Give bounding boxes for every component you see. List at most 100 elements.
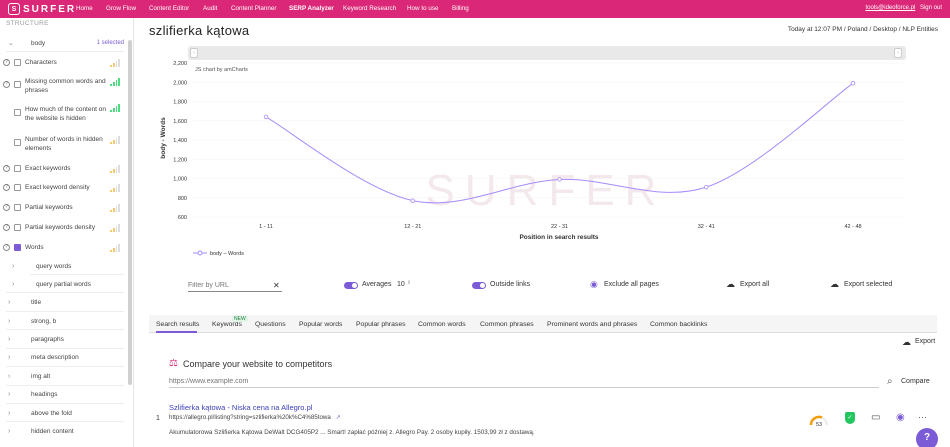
checkbox[interactable]: [14, 165, 21, 172]
competitor-url-input[interactable]: [169, 376, 879, 388]
chevron-right-icon[interactable]: ›: [8, 299, 11, 306]
scroll-handle-right[interactable]: ›: [894, 48, 902, 58]
checkbox[interactable]: [14, 59, 21, 66]
tab-keywords[interactable]: Keywords: [212, 321, 242, 328]
nav-keyword-research[interactable]: Keyword Research: [343, 5, 397, 12]
sidebar-body-row[interactable]: ⌄ body 1 selected: [0, 38, 124, 48]
result-url-text[interactable]: https://allegro.pl/listing?string=szlifi…: [169, 414, 331, 421]
more-options-icon[interactable]: ⋯: [918, 412, 927, 422]
chevron-right-icon[interactable]: ›: [12, 281, 15, 288]
nav-home[interactable]: Home: [76, 5, 93, 12]
compare-button[interactable]: Compare: [901, 378, 930, 385]
help-icon[interactable]: ?: [3, 244, 10, 251]
divider: [6, 403, 124, 404]
sidebar-item-partial-keywords[interactable]: ? Partial keywords: [0, 203, 124, 212]
sidebar-sub-item-query-partial[interactable]: › query partial words: [0, 280, 124, 289]
nav-audit[interactable]: Audit: [203, 5, 218, 12]
exclude-all-button[interactable]: Exclude all pages: [604, 281, 659, 288]
chevron-right-icon[interactable]: ›: [12, 263, 15, 270]
clear-icon[interactable]: ✕: [273, 281, 280, 290]
tab-search-results[interactable]: Search results: [156, 321, 200, 328]
export-button[interactable]: Export: [915, 338, 936, 345]
sidebar-item-hidden-words[interactable]: Number of words in hidden elements: [0, 134, 124, 152]
cloud-upload-icon: ☁: [726, 279, 735, 289]
tab-popular-phrases[interactable]: Popular phrases: [356, 321, 406, 328]
chevron-right-icon[interactable]: ›: [8, 428, 11, 435]
chevron-right-icon[interactable]: ›: [8, 336, 11, 343]
checkbox-checked[interactable]: [14, 244, 21, 251]
comment-icon[interactable]: ▭: [871, 412, 881, 423]
help-icon[interactable]: ?: [3, 204, 10, 211]
nav-serp-analyzer[interactable]: SERP Analyzer: [289, 5, 334, 12]
chevron-right-icon[interactable]: ›: [8, 354, 11, 361]
sidebar-item-partial-density[interactable]: ? Partial keywords density: [0, 223, 124, 232]
averages-value[interactable]: 10: [397, 281, 405, 288]
nav-grow-flow[interactable]: Grow Flow: [106, 5, 137, 12]
checkbox[interactable]: [14, 184, 21, 191]
sign-out-link[interactable]: Sign out: [919, 5, 942, 11]
tab-common-backlinks[interactable]: Common backlinks: [650, 321, 708, 328]
structure-sidebar: STRUCTURE ⌄ body 1 selected ? Characters…: [0, 18, 134, 447]
chevron-right-icon[interactable]: ›: [8, 410, 11, 417]
chart-panel: [149, 45, 937, 304]
sidebar-section-above-fold[interactable]: › above the fold: [0, 409, 124, 418]
tab-prominent-words[interactable]: Prominent words and phrases: [547, 321, 638, 328]
checkbox[interactable]: [14, 109, 21, 116]
export-all-button[interactable]: Export all: [740, 281, 770, 288]
sidebar-item-hidden-content[interactable]: How much of the content on the website i…: [0, 104, 124, 122]
account-email[interactable]: tools@ideoforce.pl: [865, 5, 916, 11]
sidebar-sub-item-query-words[interactable]: › query words: [0, 262, 124, 271]
sidebar-section-paragraphs[interactable]: › paragraphs: [0, 335, 124, 344]
sidebar-item-label: hidden content: [31, 428, 74, 435]
chart-scrollbar[interactable]: ‹ ›: [188, 46, 906, 60]
bar-chart-icon: [110, 223, 120, 232]
stepper-icon[interactable]: ⇕: [407, 280, 412, 286]
sidebar-section-headings[interactable]: › headings: [0, 390, 124, 399]
shield-icon[interactable]: ✓: [845, 412, 855, 424]
sidebar-item-exact-keywords[interactable]: ? Exact keywords: [0, 164, 124, 173]
sidebar-scrollbar[interactable]: [128, 40, 132, 385]
chevron-right-icon[interactable]: ›: [8, 391, 11, 398]
external-link-icon[interactable]: ↗: [335, 414, 341, 421]
eye-icon[interactable]: ◉: [896, 412, 905, 423]
checkbox[interactable]: [14, 204, 21, 211]
help-chat-button[interactable]: ?: [916, 428, 938, 447]
checkbox[interactable]: [14, 224, 21, 231]
sidebar-section-hidden-content[interactable]: › hidden content: [0, 427, 124, 436]
sidebar-item-missing-common[interactable]: ? Missing common words and phrases: [0, 76, 124, 94]
chevron-down-icon[interactable]: ⌄: [8, 40, 14, 47]
scroll-handle-left[interactable]: ‹: [190, 48, 198, 58]
help-icon[interactable]: ?: [3, 184, 10, 191]
surfer-logo[interactable]: S SURFER: [8, 3, 76, 15]
sidebar-section-strong[interactable]: › strong, b: [0, 317, 124, 326]
help-icon[interactable]: ?: [3, 165, 10, 172]
sidebar-section-meta[interactable]: › meta description: [0, 353, 124, 362]
nav-content-planner[interactable]: Content Planner: [231, 5, 277, 12]
help-icon[interactable]: ?: [3, 224, 10, 231]
sidebar-item-words[interactable]: ? Words: [0, 243, 124, 252]
tab-common-words[interactable]: Common words: [418, 321, 466, 328]
outside-links-toggle[interactable]: [472, 282, 486, 289]
help-icon[interactable]: ?: [3, 81, 10, 88]
filter-by-url-input[interactable]: [188, 280, 282, 292]
tab-questions[interactable]: Questions: [255, 321, 286, 328]
tab-popular-words[interactable]: Popular words: [299, 321, 343, 328]
sidebar-section-img-alt[interactable]: › img alt: [0, 372, 124, 381]
chevron-right-icon[interactable]: ›: [8, 373, 11, 380]
export-selected-button[interactable]: Export selected: [844, 281, 893, 288]
checkbox[interactable]: [14, 139, 21, 146]
chevron-right-icon[interactable]: ›: [8, 318, 11, 325]
sidebar-item-characters[interactable]: ? Characters: [0, 58, 124, 67]
nav-billing[interactable]: Billing: [452, 5, 469, 12]
page-title: szlifierka kątowa: [149, 23, 250, 38]
sidebar-item-exact-density[interactable]: ? Exact keyword density: [0, 183, 124, 192]
averages-toggle[interactable]: [344, 282, 358, 289]
nav-content-editor[interactable]: Content Editor: [149, 5, 190, 12]
checkbox[interactable]: [14, 81, 21, 88]
tab-common-phrases[interactable]: Common phrases: [480, 321, 534, 328]
result-url[interactable]: https://allegro.pl/listing?string=szlifi…: [169, 414, 341, 421]
nav-how-to-use[interactable]: How to use: [407, 5, 439, 12]
sidebar-section-title[interactable]: › title: [0, 298, 124, 307]
result-title-link[interactable]: Szlifierka kątowa - Niska cena na Allegr…: [169, 403, 313, 412]
help-icon[interactable]: ?: [3, 59, 10, 66]
